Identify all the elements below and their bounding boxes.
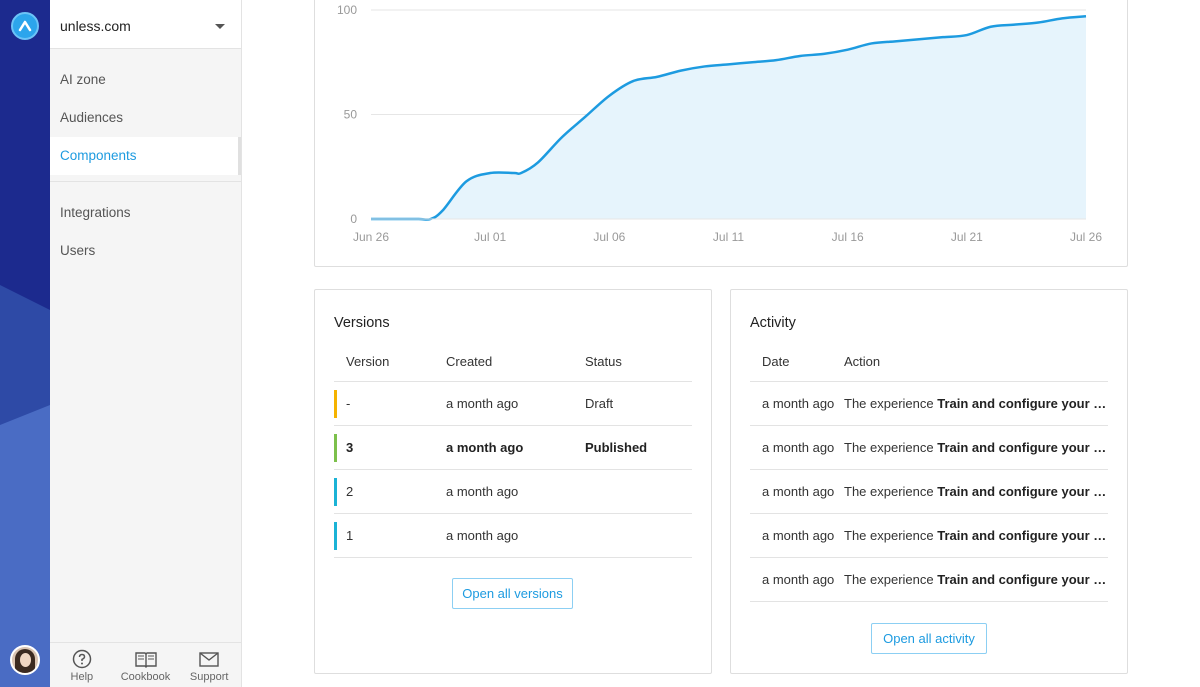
open-all-activity-button[interactable]: Open all activity (871, 623, 987, 654)
activity-action: The experience Train and configure your … (844, 396, 1107, 411)
conversion-chart-card: 0 50 100 Jun 26 Jul 01 Jul 06 Jul 11 Jul 16 Jul … (314, 0, 1128, 267)
activity-date: a month ago (762, 440, 835, 455)
activity-title: Activity (750, 315, 796, 331)
x-tick-label: Jun 26 (353, 230, 389, 244)
version-created: a month ago (446, 440, 524, 455)
y-tick-label: 100 (337, 3, 357, 17)
activity-row[interactable]: a month ago The experience Train and con… (750, 558, 1108, 602)
y-tick-label: 50 (344, 108, 358, 122)
activity-action: The experience Train and configure your … (844, 440, 1107, 455)
sidebar: unless.com AI zone Audiences Components … (50, 0, 242, 687)
experience-link[interactable]: Train and configure your … (937, 528, 1107, 543)
sidebar-footer: Help Cookbook Support (50, 642, 241, 687)
cookbook-label: Cookbook (120, 671, 171, 683)
experience-link[interactable]: Train and configure your … (937, 572, 1107, 587)
x-tick-label: Jul 21 (951, 230, 983, 244)
activity-action: The experience Train and configure your … (844, 572, 1107, 587)
versions-table-header: Version Created Status (334, 342, 692, 382)
column-header-action: Action (844, 354, 881, 369)
sidebar-item-integrations[interactable]: Integrations (60, 205, 131, 220)
site-selector[interactable]: unless.com (50, 0, 241, 49)
unless-logo-icon[interactable] (11, 12, 39, 40)
rail-wave-decoration-2 (0, 405, 50, 687)
version-number: 2 (346, 484, 354, 499)
version-number: 1 (346, 528, 354, 543)
nav-group-primary: AI zone Audiences Components (50, 49, 241, 182)
series-area (371, 16, 1086, 220)
experience-link[interactable]: Train and configure your … (937, 440, 1107, 455)
activity-row[interactable]: a month ago The experience Train and con… (750, 382, 1108, 426)
activity-date: a month ago (762, 528, 835, 543)
activity-table-header: Date Action (750, 342, 1108, 382)
help-label: Help (70, 671, 94, 683)
help-icon (72, 649, 92, 669)
open-all-versions-button[interactable]: Open all versions (452, 578, 573, 609)
activity-row[interactable]: a month ago The experience Train and con… (750, 426, 1108, 470)
activity-date: a month ago (762, 572, 835, 587)
nav-group-secondary: Integrations Users (50, 182, 241, 270)
version-number: 3 (346, 440, 354, 455)
help-button[interactable]: Help (50, 643, 114, 687)
x-tick-label: Jul 26 (1070, 230, 1102, 244)
x-tick-label: Jul 16 (832, 230, 864, 244)
version-status-bar (334, 522, 337, 550)
versions-title: Versions (334, 315, 390, 331)
icon-rail (0, 0, 50, 687)
version-created: a month ago (446, 396, 519, 411)
version-status-bar (334, 390, 337, 418)
sidebar-item-users[interactable]: Users (60, 243, 96, 258)
activity-row[interactable]: a month ago The experience Train and con… (750, 514, 1108, 558)
column-header-status: Status (585, 354, 622, 369)
book-icon (134, 652, 157, 668)
x-tick-label: Jul 01 (474, 230, 506, 244)
versions-table: Version Created Status - a month ago Dra… (334, 342, 692, 558)
experience-link[interactable]: Train and configure your … (937, 396, 1107, 411)
x-tick-label: Jul 06 (593, 230, 625, 244)
column-header-created: Created (446, 354, 493, 369)
version-row[interactable]: 3 a month ago Published (334, 426, 692, 470)
activity-date: a month ago (762, 396, 835, 411)
version-status: Published (585, 440, 648, 455)
version-row[interactable]: 2 a month ago (334, 470, 692, 514)
chevron-down-icon (215, 24, 225, 29)
series-line (371, 15, 1087, 221)
activity-card: Activity Date Action a month ago The exp… (730, 289, 1128, 674)
site-name: unless.com (60, 18, 131, 34)
activity-action: The experience Train and configure your … (844, 484, 1107, 499)
activity-row[interactable]: a month ago The experience Train and con… (750, 470, 1108, 514)
sidebar-item-components[interactable]: Components (50, 137, 241, 175)
version-status: Draft (585, 396, 614, 411)
column-header-date: Date (762, 354, 790, 369)
versions-card: Versions Version Created Status - a mont… (314, 289, 712, 674)
mail-icon (199, 652, 219, 667)
y-tick-label: 0 (350, 212, 357, 226)
sidebar-item-audiences[interactable]: Audiences (60, 110, 124, 125)
version-row[interactable]: 1 a month ago (334, 514, 692, 558)
conversion-chart: 0 50 100 Jun 26 Jul 01 Jul 06 Jul 11 Jul 16 Jul … (337, 3, 1102, 244)
x-tick-label: Jul 11 (713, 230, 744, 244)
user-avatar[interactable] (10, 645, 40, 675)
activity-table: Date Action a month ago The experience T… (750, 342, 1108, 602)
version-row[interactable]: - a month ago Draft (334, 382, 692, 426)
version-status-bar (334, 478, 337, 506)
version-status-bar (334, 434, 337, 462)
activity-action: The experience Train and configure your … (844, 528, 1107, 543)
main-content: 0 50 100 Jun 26 Jul 01 Jul 06 Jul 11 Jul 16 Jul … (242, 0, 1200, 687)
sidebar-item-ai-zone[interactable]: AI zone (60, 72, 106, 87)
version-created: a month ago (446, 528, 519, 543)
cookbook-button[interactable]: Cookbook (114, 643, 178, 687)
activity-date: a month ago (762, 484, 835, 499)
support-label: Support (189, 671, 229, 683)
support-button[interactable]: Support (177, 643, 241, 687)
version-created: a month ago (446, 484, 519, 499)
version-number: - (346, 396, 351, 411)
experience-link[interactable]: Train and configure your … (937, 484, 1107, 499)
column-header-version: Version (346, 354, 390, 369)
